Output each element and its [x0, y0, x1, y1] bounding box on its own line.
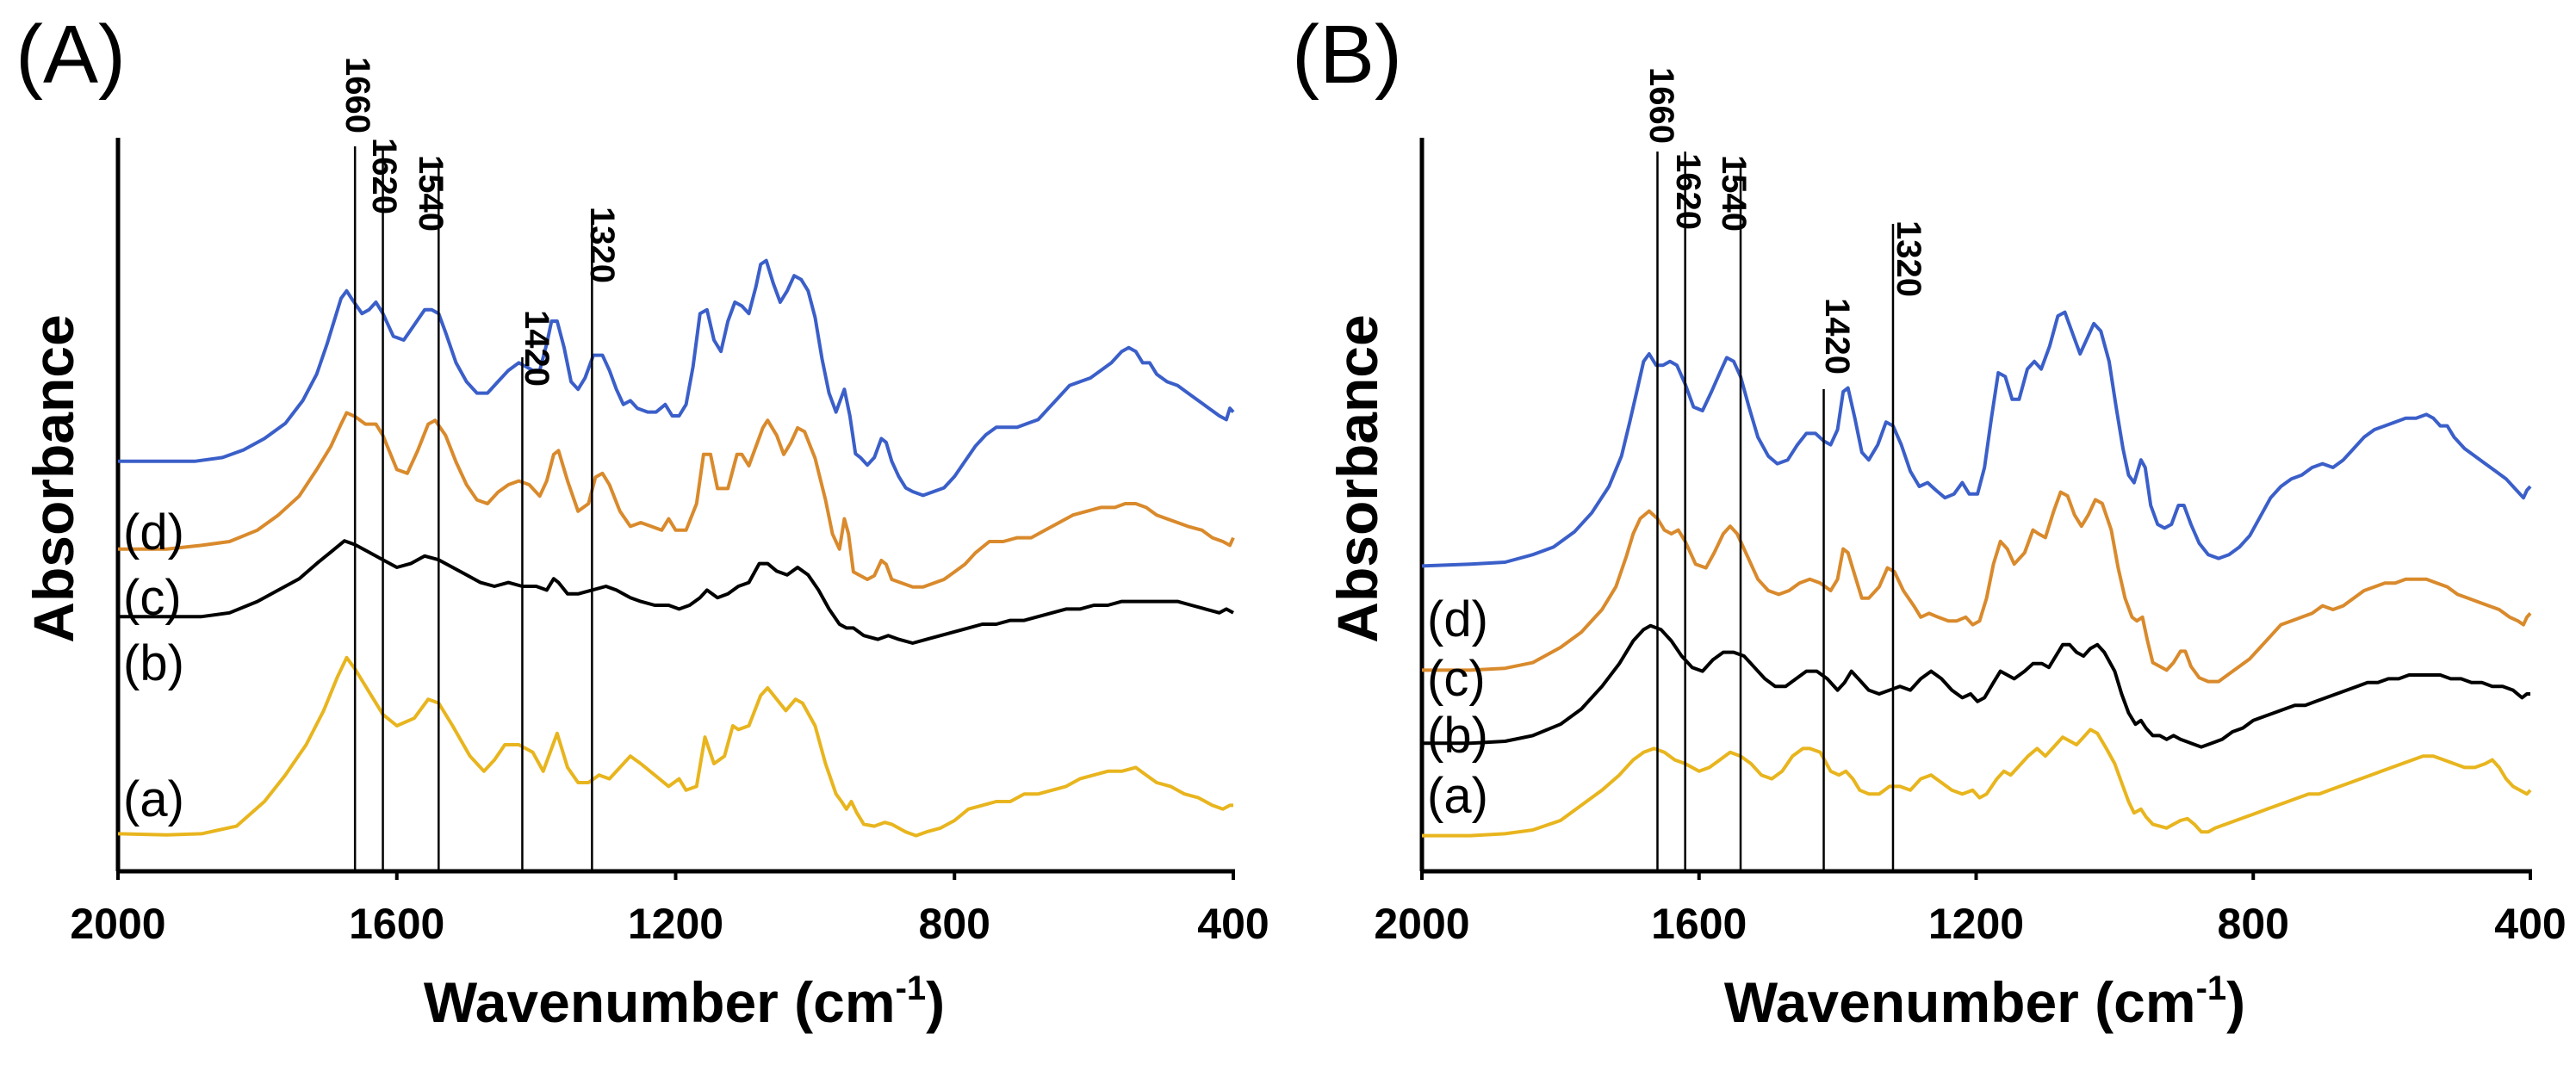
x-tick-label: 800 [919, 900, 990, 948]
series-line-a [117, 655, 1233, 838]
peak-label: 1420 [1818, 298, 1856, 375]
peak-label: 1620 [365, 138, 403, 214]
series-line-c [118, 411, 1235, 589]
peak-label: 1320 [583, 207, 621, 283]
series-label: (c) [1427, 651, 1486, 707]
x-axis-title: Wavenumber (cm-1) [424, 969, 945, 1034]
series-line-c [1422, 490, 2532, 684]
chart-panel-b: (B) 2000 1600 1200 800 400 Wavenumber (cm-1) Ab… [1292, 9, 2567, 1034]
peak-label: 1420 [518, 310, 556, 387]
peak-label: 1660 [1642, 67, 1680, 144]
x-tick-label: 1200 [1928, 900, 2024, 948]
series-label: (a) [123, 771, 184, 827]
series-label: (c) [123, 570, 182, 626]
series-label: (d) [123, 505, 184, 560]
chart-panel-a: (A) 2000 1600 1200 800 400 Wavenumber (cm-1) Ab… [16, 9, 1269, 1034]
series-line-b [1422, 623, 2530, 749]
series-label: (d) [1427, 591, 1488, 647]
series-label: (a) [1427, 768, 1488, 824]
series-line-a [1422, 728, 2532, 838]
y-axis-title: Absorbance [1325, 314, 1389, 642]
y-axis-title: Absorbance [22, 314, 85, 642]
panel-label: (B) [1292, 9, 1402, 101]
x-tick-label: 2000 [70, 900, 165, 948]
panel-label: (A) [16, 9, 126, 101]
x-tick-label: 800 [2218, 900, 2289, 948]
x-axis-title: Wavenumber (cm-1) [1724, 969, 2245, 1034]
peak-label: 1320 [1890, 220, 1927, 297]
x-tick-label: 2000 [1374, 900, 1469, 948]
x-tick-label: 400 [2494, 900, 2566, 948]
peak-label: 1540 [1715, 155, 1753, 232]
peak-label: 1620 [1669, 153, 1707, 230]
series-line-d [1421, 310, 2532, 568]
x-tick-label: 1200 [628, 900, 723, 948]
peak-label: 1660 [338, 57, 376, 133]
x-tick-label: 1600 [349, 900, 444, 948]
peak-label: 1540 [412, 155, 450, 232]
series-label: (b) [123, 635, 184, 691]
series-line-d [118, 258, 1235, 498]
series-label: (b) [1427, 708, 1488, 764]
series-line-b [118, 539, 1234, 645]
x-tick-label: 400 [1197, 900, 1269, 948]
x-tick-label: 1600 [1651, 900, 1747, 948]
